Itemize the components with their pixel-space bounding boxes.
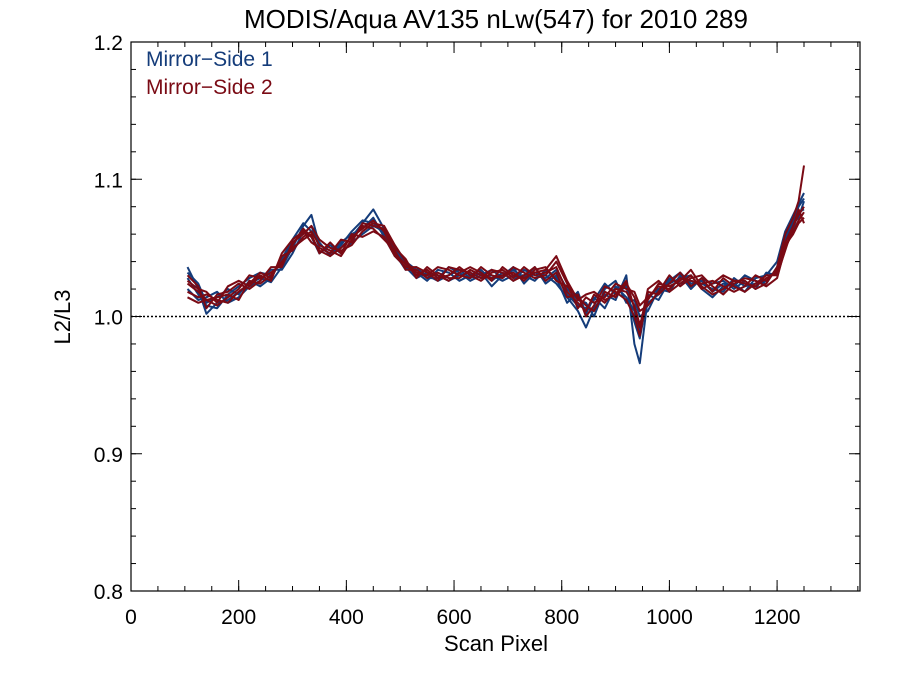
series-line-9 — [186, 165, 805, 329]
x-tick-label: 1000 — [646, 606, 693, 629]
series-layer — [186, 165, 805, 365]
x-tick-label: 1200 — [754, 606, 801, 629]
series-line-5 — [186, 206, 805, 326]
y-tick-label: 0.8 — [94, 581, 123, 604]
x-tick-label: 800 — [544, 606, 579, 629]
legend-label-mirror-side-2: Mirror−Side 2 — [146, 76, 273, 99]
x-tick-label: 400 — [329, 606, 364, 629]
y-tick-label: 1.1 — [94, 169, 123, 192]
y-tick-label: 1.2 — [94, 32, 123, 55]
x-axis-label: Scan Pixel — [444, 631, 548, 656]
x-tick-label: 600 — [437, 606, 472, 629]
x-tick-label: 0 — [125, 606, 137, 629]
plot-frame — [130, 41, 861, 592]
axis-ticks: 0 200 400 600 800 1000 1200 0.8 0.9 1.0 1.1 1.2 — [94, 32, 860, 629]
y-tick-label: 0.9 — [94, 444, 123, 467]
y-tick-label: 1.0 — [94, 307, 123, 330]
legend: Mirror−Side 1 Mirror−Side 2 — [146, 48, 273, 99]
y-axis-label: L2/L3 — [50, 289, 75, 344]
chart-title: MODIS/Aqua AV135 nLw(547) for 2010 289 — [244, 4, 748, 34]
series-line-7 — [186, 216, 805, 310]
legend-label-mirror-side-1: Mirror−Side 1 — [146, 48, 273, 71]
x-tick-label: 200 — [221, 606, 256, 629]
series-line-8 — [187, 208, 805, 337]
